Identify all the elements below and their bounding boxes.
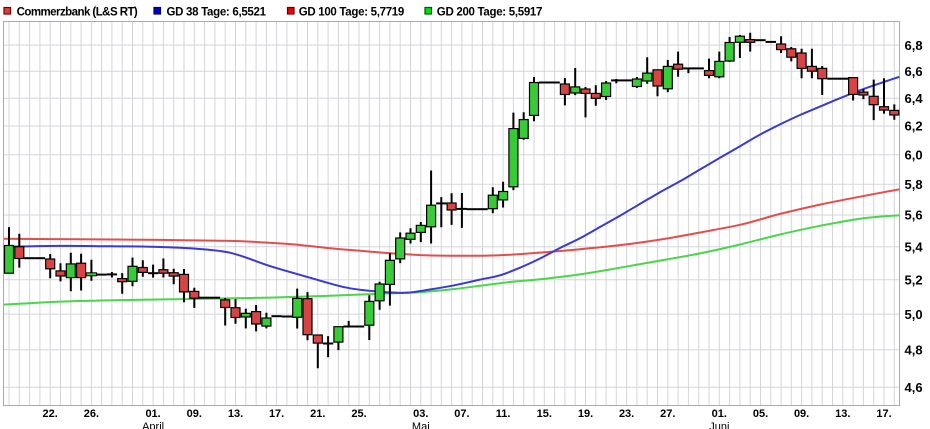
svg-text:5,0: 5,0 (905, 307, 923, 322)
svg-text:6,2: 6,2 (905, 119, 923, 134)
svg-text:6,4: 6,4 (905, 91, 924, 106)
svg-text:5,2: 5,2 (905, 273, 923, 288)
svg-text:01.: 01. (712, 408, 727, 420)
svg-text:April: April (142, 421, 164, 429)
svg-text:09.: 09. (794, 408, 809, 420)
svg-text:GD 200 Tage: 5,5917: GD 200 Tage: 5,5917 (437, 7, 542, 19)
svg-text:4,6: 4,6 (905, 380, 923, 395)
svg-text:19.: 19. (578, 408, 593, 420)
svg-text:17.: 17. (876, 408, 891, 420)
svg-text:13.: 13. (228, 408, 243, 420)
svg-text:09.: 09. (187, 408, 202, 420)
svg-text:11.: 11. (496, 408, 511, 420)
svg-text:13.: 13. (835, 408, 850, 420)
svg-text:17.: 17. (269, 408, 284, 420)
svg-text:22.: 22. (43, 408, 58, 420)
svg-text:03.: 03. (413, 408, 428, 420)
svg-text:15.: 15. (537, 408, 552, 420)
svg-text:25.: 25. (351, 408, 366, 420)
svg-text:6,8: 6,8 (905, 38, 923, 53)
svg-text:GD 38 Tage: 6,5521: GD 38 Tage: 6,5521 (167, 7, 267, 19)
svg-text:27.: 27. (660, 408, 675, 420)
svg-text:4,8: 4,8 (905, 343, 923, 358)
svg-text:6,6: 6,6 (905, 64, 923, 79)
svg-text:5,4: 5,4 (905, 240, 924, 255)
svg-text:05.: 05. (753, 408, 768, 420)
svg-text:5,8: 5,8 (905, 177, 923, 192)
svg-text:5,6: 5,6 (905, 208, 923, 223)
svg-text:Commerzbank (L&S RT): Commerzbank (L&S RT) (17, 7, 138, 19)
svg-text:Juni: Juni (709, 421, 729, 429)
svg-text:26.: 26. (84, 408, 99, 420)
svg-text:GD 100 Tage: 5,7719: GD 100 Tage: 5,7719 (299, 7, 404, 19)
svg-text:01.: 01. (145, 408, 160, 420)
svg-text:6,0: 6,0 (905, 147, 923, 162)
svg-text:21.: 21. (310, 408, 325, 420)
svg-text:07.: 07. (454, 408, 469, 420)
svg-text:23.: 23. (619, 408, 634, 420)
svg-text:Mai: Mai (412, 421, 430, 429)
